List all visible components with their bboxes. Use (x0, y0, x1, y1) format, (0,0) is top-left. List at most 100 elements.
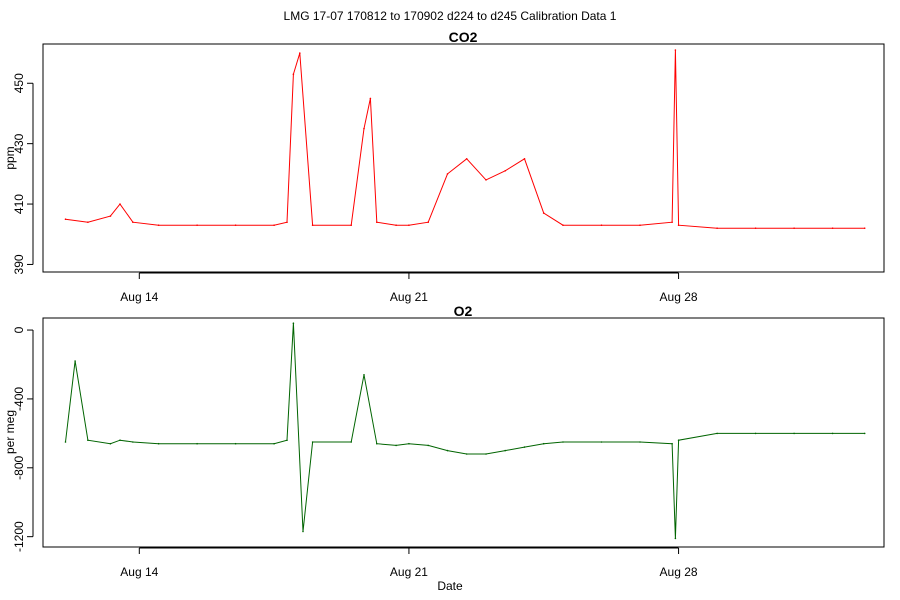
o2-data-point (109, 442, 112, 445)
o2-x-tick-label: Aug 14 (120, 565, 158, 579)
o2-y-tick-label: -400 (12, 387, 26, 411)
co2-data-point (446, 173, 449, 175)
o2-data-point (562, 441, 564, 443)
co2-title: CO2 (449, 29, 478, 45)
co2-data-point (600, 224, 603, 226)
o2-data-point (74, 360, 76, 362)
co2-data-point (311, 224, 314, 226)
co2-data-point (485, 179, 487, 181)
co2-data-point (369, 97, 372, 100)
co2-data-point (677, 224, 680, 226)
co2-data-point (754, 227, 757, 229)
o2-data-point (311, 441, 314, 443)
o2-data-point (292, 322, 295, 325)
co2-x-tick-label: Aug 28 (660, 290, 698, 304)
o2-x-axis: Aug 14 Aug 21 Aug 28 (120, 547, 698, 579)
co2-data-point (376, 221, 378, 223)
co2-data-point (286, 221, 288, 223)
o2-title: O2 (454, 303, 473, 319)
o2-data-point (302, 530, 304, 533)
co2-data-point (64, 218, 67, 220)
o2-data-point (87, 439, 89, 442)
o2-y-tick-label: -800 (12, 455, 26, 479)
o2-data-point (132, 441, 134, 443)
co2-y-tick-label: 410 (12, 194, 26, 214)
co2-x-tick-label: Aug 14 (120, 290, 158, 304)
o2-series-line (65, 323, 865, 539)
co2-data-point (234, 224, 237, 226)
co2-data-point (716, 227, 718, 229)
co2-x-tick-label: Aug 21 (390, 290, 428, 304)
co2-plot-frame (42, 43, 885, 273)
co2-data-point (273, 224, 275, 226)
co2-data-point (465, 158, 468, 160)
co2-data-point (562, 224, 564, 226)
o2-data-point (831, 432, 834, 435)
o2-data-point (363, 374, 365, 376)
o2-data-point (523, 446, 526, 448)
o2-data-point (485, 453, 487, 455)
o2-series-group (64, 322, 866, 540)
co2-data-point (196, 224, 198, 226)
o2-data-point (754, 432, 757, 435)
o2-data-point (677, 439, 680, 442)
o2-x-tick-label: Aug 28 (660, 565, 698, 579)
o2-y-axis-label: per meg (3, 410, 17, 454)
o2-data-point (639, 441, 641, 443)
co2-x-axis: Aug 14 Aug 21 Aug 28 (120, 272, 698, 304)
o2-data-point (716, 432, 718, 435)
o2-x-tick-label: Aug 21 (390, 565, 428, 579)
co2-data-point (299, 52, 301, 54)
o2-y-tick-label: -1200 (12, 521, 26, 552)
co2-data-point (157, 224, 160, 226)
co2-data-point (350, 224, 353, 226)
co2-y-axis-label: ppm (3, 146, 17, 169)
o2-data-point (234, 442, 237, 445)
o2-data-point (542, 442, 545, 445)
co2-y-tick-label: 390 (12, 254, 26, 274)
co2-data-point (109, 215, 112, 217)
o2-data-point (119, 439, 121, 442)
o2-y-tick-label: 0 (12, 326, 26, 333)
co2-data-point (363, 127, 365, 130)
co2-data-point (674, 49, 677, 51)
co2-data-point (119, 203, 121, 205)
o2-data-point (395, 444, 397, 447)
o2-data-point (376, 442, 378, 445)
o2-data-point (504, 449, 507, 452)
o2-data-point (671, 442, 673, 445)
o2-data-point (196, 442, 198, 445)
co2-series-group (64, 49, 866, 229)
o2-y-axis: 0 -400 -800 -1200 (12, 326, 34, 552)
co2-data-point (427, 221, 430, 223)
o2-data-point (674, 537, 677, 540)
co2-data-point (523, 158, 526, 160)
co2-data-point (831, 227, 834, 229)
co2-series-line (65, 49, 865, 229)
co2-data-point (408, 224, 410, 226)
co2-y-tick-label: 450 (12, 73, 26, 93)
o2-data-point (600, 441, 603, 443)
o2-data-point (793, 432, 795, 435)
co2-data-point (542, 212, 545, 214)
co2-data-point (671, 221, 673, 223)
o2-data-point (273, 442, 275, 445)
o2-data-point (157, 442, 160, 445)
co2-panel: CO2 ppm 390 410 430 450 Aug 14 Aug 21 Aug 28 (3, 29, 885, 304)
co2-data-point (793, 227, 795, 229)
o2-data-point (863, 432, 866, 435)
o2-data-point (350, 441, 353, 443)
co2-data-point (863, 227, 866, 229)
o2-data-point (427, 444, 430, 447)
o2-panel: O2 per meg 0-400-800-1200 Aug 14 Aug 21 Au… (3, 303, 885, 579)
o2-data-point (64, 441, 67, 443)
co2-data-point (87, 221, 89, 223)
o2-data-point (408, 442, 410, 445)
o2-data-point (286, 439, 288, 442)
o2-plot-frame (42, 317, 885, 548)
co2-data-point (132, 221, 134, 223)
co2-data-point (504, 170, 507, 172)
co2-y-axis: 390 410 430 450 (12, 73, 34, 274)
co2-y-tick-label: 430 (12, 133, 26, 153)
